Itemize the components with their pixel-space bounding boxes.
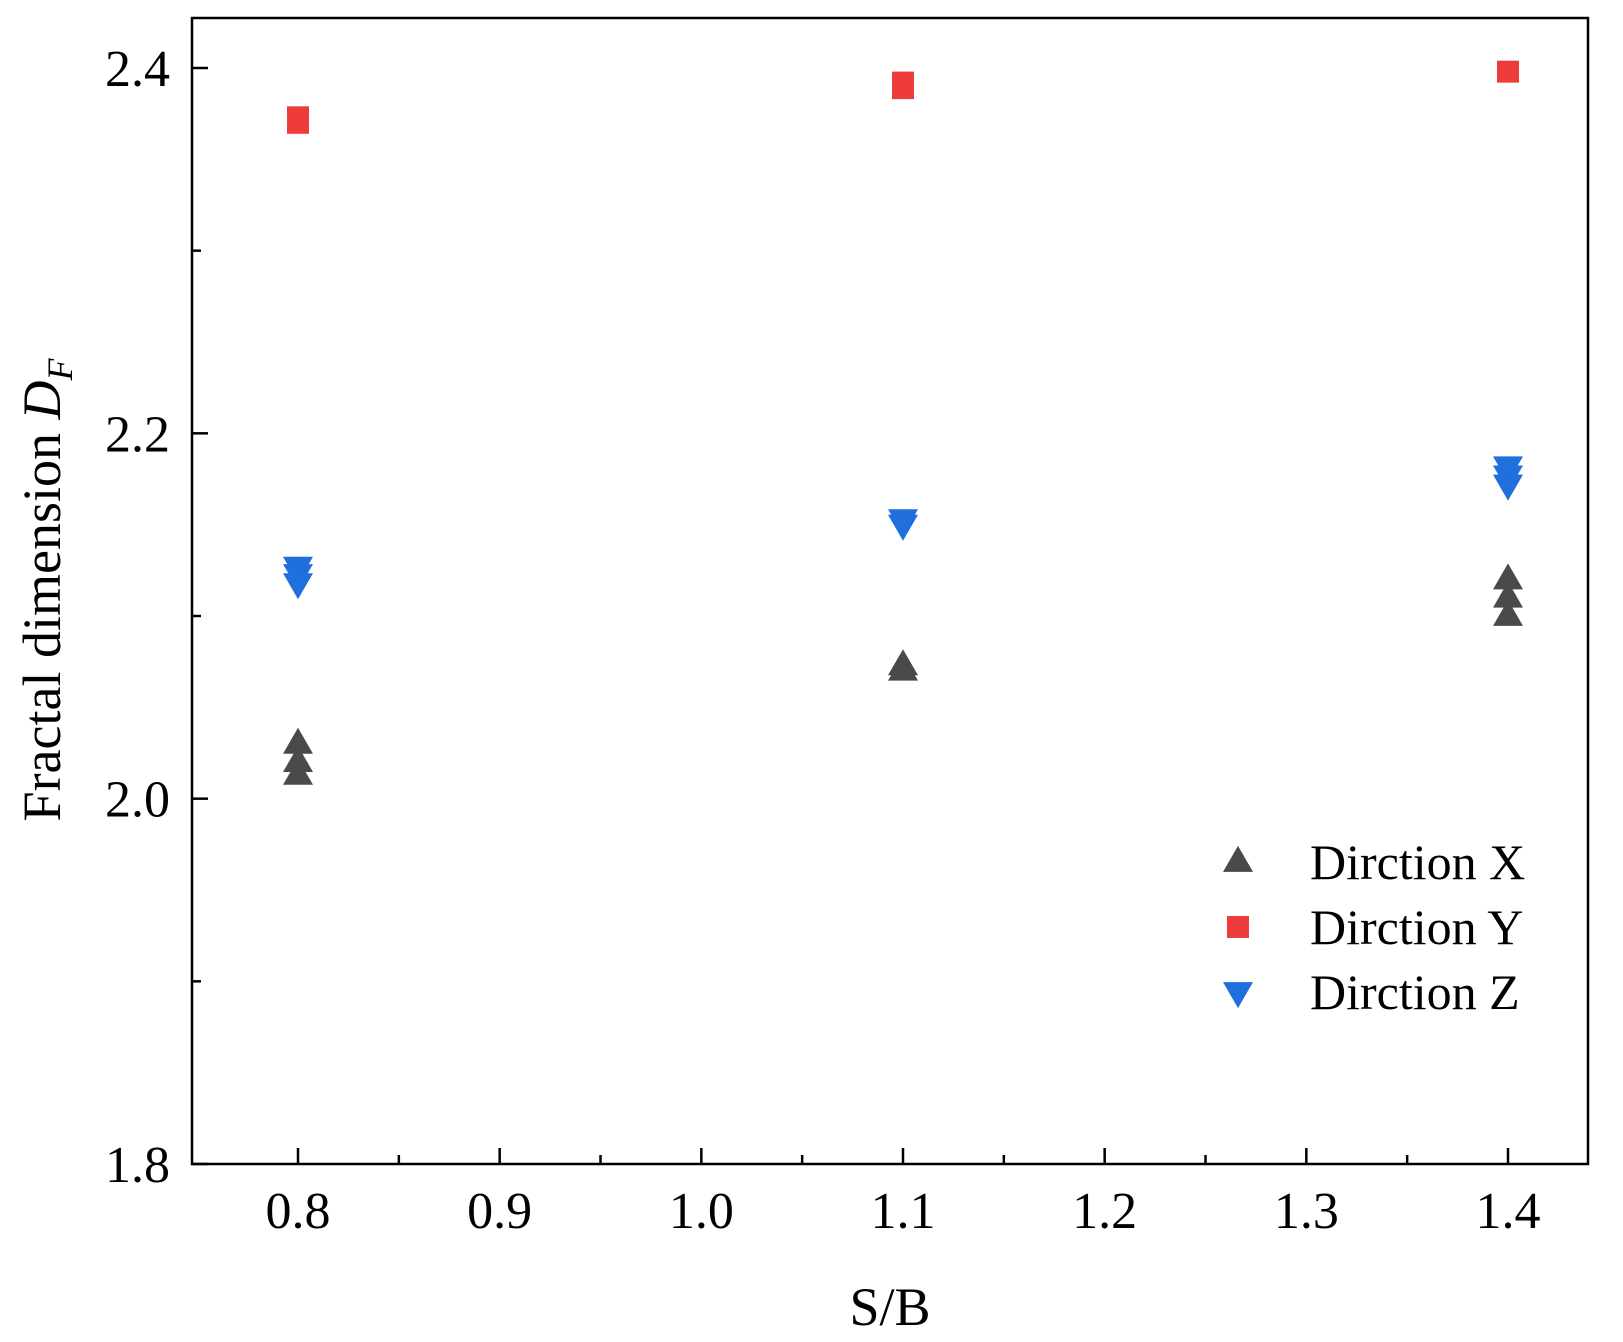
legend-symbol-dirction-z [1223,982,1253,1009]
dirction-x-point [888,654,918,681]
x-tick-label: 0.9 [467,1183,532,1240]
dirction-x-point [283,758,313,785]
dirction-z-point [888,514,918,541]
y-axis-title: Fractal dimension DF [12,358,80,822]
x-tick-label: 1.3 [1274,1183,1339,1240]
y-axis-tick-labels: 1.8 2.0 2.2 2.4 [105,41,170,1194]
x-tick-label: 1.1 [871,1183,936,1240]
dirction-x-point [1493,581,1523,608]
x-tick-label: 1.2 [1072,1183,1137,1240]
legend-label-dirction-x: Dirction X [1310,834,1525,890]
dirction-z-point [283,573,313,600]
legend: Dirction X Dirction Y Dirction Z [1223,834,1525,1020]
dirction-y-point [1497,60,1519,83]
dirction-x-point [283,727,313,754]
x-tick-label: 1.0 [669,1183,734,1240]
x-axis-tick-labels: 0.8 0.9 1.0 1.1 1.2 1.3 1.4 [266,1183,1541,1240]
y-tick-label: 2.0 [105,772,170,829]
dirction-x-point [1493,599,1523,626]
dirction-y-point [892,77,914,100]
y-tick-label: 2.2 [105,406,170,463]
legend-symbol-dirction-y [1227,916,1249,938]
y-axis-title-main: Fractal dimension [12,420,72,822]
plot-frame [190,16,1590,1166]
x-tick-label: 1.4 [1476,1183,1541,1240]
x-axis-title: S/B [849,1277,930,1337]
y-axis-title-sub: F [40,358,80,382]
legend-label-dirction-z: Dirction Z [1310,964,1520,1020]
data-points [283,60,1523,785]
y-tick-label: 1.8 [105,1137,170,1194]
dirction-x-point [1493,563,1523,590]
y-axis-title-var: D [12,381,72,421]
legend-label-dirction-y: Dirction Y [1310,899,1523,955]
legend-symbol-dirction-x [1223,845,1253,872]
x-axis-ticks [296,1148,1510,1164]
dirction-z-point [1493,474,1523,501]
y-axis-ticks [192,66,208,1166]
y-tick-label: 2.4 [105,41,170,98]
x-tick-label: 0.8 [266,1183,331,1240]
dirction-y-point [287,111,309,134]
